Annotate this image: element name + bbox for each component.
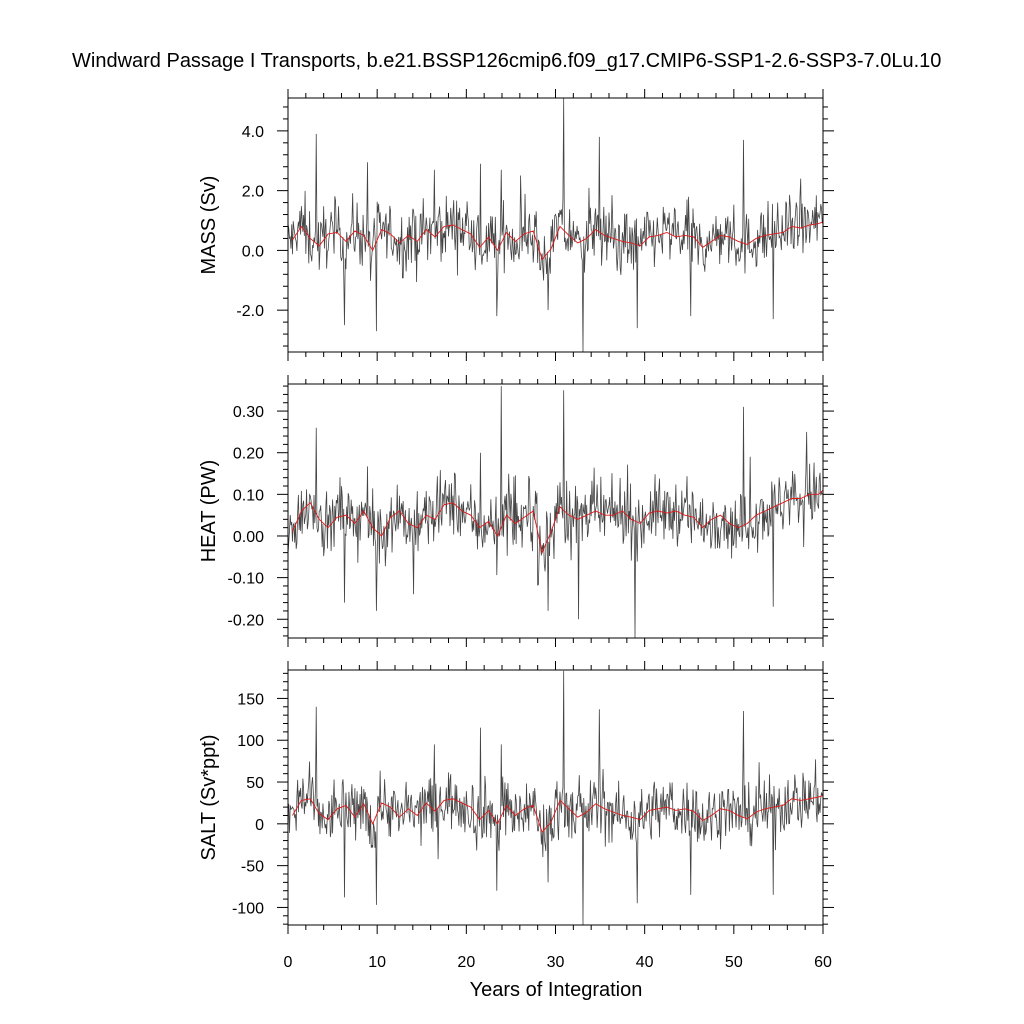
x-tick-label: 20 <box>457 954 475 971</box>
salt-y-tick-label: 0 <box>255 817 264 834</box>
salt-y-tick-label: -50 <box>241 859 264 876</box>
heat-y-tick-label: 0.00 <box>233 529 264 546</box>
heat-monthly-series-line <box>288 386 823 638</box>
x-tick-label: 60 <box>814 954 832 971</box>
heat-annual-series-line <box>292 489 823 555</box>
x-tick-label: 10 <box>368 954 386 971</box>
chart-title: Windward Passage I Transports, b.e21.BSS… <box>72 50 941 72</box>
panels: -2.0 0.0 2.0 4.0 MASS (Sv) -0.20 -0.10 0.00 0.10… <box>198 89 834 971</box>
x-tick-label: 50 <box>725 954 743 971</box>
salt-y-tick-label: 150 <box>237 691 264 708</box>
mass-y-tick-label: 0.0 <box>242 243 264 260</box>
mass-annual-series-line <box>292 221 823 261</box>
heat-y-tick-label: -0.20 <box>228 612 265 629</box>
x-tick-label: 40 <box>636 954 654 971</box>
heat-y-tick-label: 0.10 <box>233 487 264 504</box>
salt-monthly-series-line <box>288 670 823 925</box>
panel-heat: -0.20 -0.10 0.00 0.10 0.20 0.30 HEAT (PW) <box>198 375 834 647</box>
mass-monthly-series-line <box>288 98 823 352</box>
salt-y-tick-label: 50 <box>246 775 264 792</box>
x-axis-label: Years of Integration <box>470 979 643 1001</box>
panel-mass: -2.0 0.0 2.0 4.0 MASS (Sv) <box>198 89 834 361</box>
heat-y-tick-label: 0.20 <box>233 446 264 463</box>
mass-y-tick-label: 4.0 <box>242 124 264 141</box>
salt-y-axis-label: SALT (Sv*ppt) <box>198 735 220 861</box>
mass-y-axis-label: MASS (Sv) <box>198 176 220 275</box>
salt-y-tick-label: 100 <box>237 733 264 750</box>
salt-annual-series-line <box>292 794 823 834</box>
x-tick-label: 0 <box>284 954 293 971</box>
mass-y-tick-label: 2.0 <box>242 184 264 201</box>
heat-y-axis-label: HEAT (PW) <box>198 460 220 563</box>
heat-y-tick-label: 0.30 <box>233 404 264 421</box>
salt-y-tick-label: -100 <box>232 900 264 917</box>
mass-y-tick-label: -2.0 <box>236 303 264 320</box>
x-tick-label: 30 <box>547 954 565 971</box>
panel-salt: -100 -50 0 50 100 150 SALT (Sv*ppt) 0 10 20 30 40 50… <box>198 661 834 971</box>
heat-y-tick-label: -0.10 <box>228 571 265 588</box>
